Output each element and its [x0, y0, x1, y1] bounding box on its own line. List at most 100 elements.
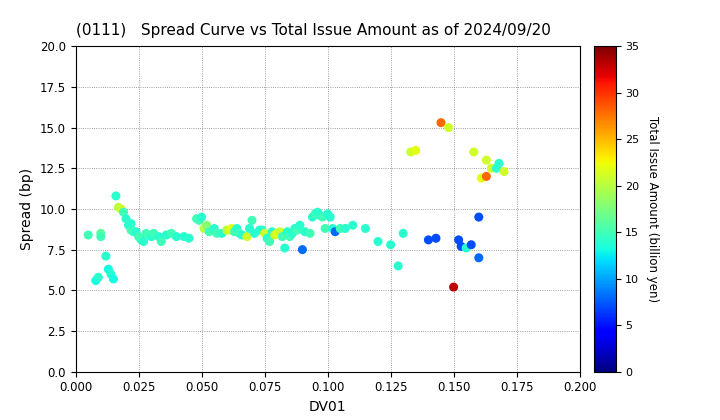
Point	[117, 209, 130, 215]
Point	[248, 230, 260, 237]
Point	[312, 209, 323, 215]
Point	[397, 230, 409, 237]
Point	[266, 228, 278, 235]
Point	[276, 233, 288, 240]
Point	[259, 230, 271, 237]
Point	[455, 243, 467, 250]
Point	[359, 225, 372, 232]
Point	[347, 222, 359, 228]
Point	[475, 175, 487, 181]
Point	[132, 233, 144, 240]
Point	[461, 244, 472, 251]
Point	[112, 204, 125, 211]
Point	[110, 192, 122, 199]
Point	[279, 244, 291, 251]
Point	[319, 225, 330, 232]
Point	[107, 276, 119, 282]
Point	[297, 246, 308, 253]
Point	[198, 225, 210, 232]
Point	[314, 212, 325, 219]
Point	[480, 157, 492, 163]
Point	[233, 230, 245, 237]
Point	[453, 236, 464, 243]
Point	[226, 225, 238, 232]
Point	[493, 160, 505, 167]
Y-axis label: Spread (bp): Spread (bp)	[20, 168, 34, 250]
Point	[448, 284, 459, 291]
Point	[196, 214, 207, 220]
Point	[138, 238, 150, 245]
Point	[334, 225, 346, 232]
Point	[115, 205, 127, 212]
Point	[410, 147, 422, 154]
Point	[228, 228, 240, 235]
Point	[304, 230, 315, 237]
Point	[105, 270, 117, 277]
Point	[430, 235, 441, 242]
Point	[261, 235, 273, 242]
Point	[435, 119, 446, 126]
Point	[161, 231, 172, 238]
Point	[317, 214, 328, 220]
Point	[269, 231, 280, 238]
Point	[289, 225, 300, 232]
Point	[223, 227, 235, 234]
Point	[309, 210, 320, 217]
Point	[498, 168, 510, 175]
Point	[166, 230, 177, 237]
Point	[307, 214, 318, 220]
Point	[153, 233, 164, 240]
Point	[392, 262, 404, 269]
Point	[246, 217, 258, 224]
Point	[324, 214, 336, 220]
Point	[92, 274, 104, 281]
Point	[120, 215, 132, 222]
Point	[322, 210, 333, 217]
Point	[329, 228, 341, 235]
Point	[405, 149, 416, 155]
Point	[179, 233, 190, 240]
Point	[284, 233, 295, 240]
Point	[100, 253, 112, 260]
X-axis label: DV01: DV01	[309, 400, 346, 414]
Point	[127, 228, 139, 235]
Point	[473, 214, 485, 220]
Point	[201, 222, 212, 228]
Point	[443, 124, 454, 131]
Point	[130, 228, 142, 235]
Point	[423, 236, 434, 243]
Point	[193, 217, 204, 224]
Point	[243, 225, 255, 232]
Point	[384, 241, 396, 248]
Point	[125, 227, 137, 234]
Point	[221, 227, 233, 234]
Point	[372, 238, 384, 245]
Point	[294, 222, 305, 228]
Point	[253, 227, 265, 234]
Point	[480, 173, 492, 180]
Point	[140, 230, 152, 237]
Point	[231, 225, 243, 232]
Point	[156, 238, 167, 245]
Point	[148, 230, 159, 237]
Point	[145, 233, 157, 240]
Point	[271, 230, 283, 237]
Point	[485, 165, 497, 172]
Point	[282, 228, 293, 235]
Point	[211, 230, 222, 237]
Point	[171, 233, 182, 240]
Point	[473, 255, 485, 261]
Point	[95, 233, 107, 240]
Point	[465, 241, 477, 248]
Point	[292, 227, 303, 234]
Point	[490, 165, 502, 172]
Point	[468, 149, 480, 155]
Point	[183, 235, 194, 242]
Point	[191, 215, 202, 222]
Point	[274, 228, 285, 235]
Point	[339, 225, 351, 232]
Point	[208, 225, 220, 232]
Point	[95, 230, 107, 237]
Point	[299, 228, 310, 235]
Point	[216, 230, 228, 237]
